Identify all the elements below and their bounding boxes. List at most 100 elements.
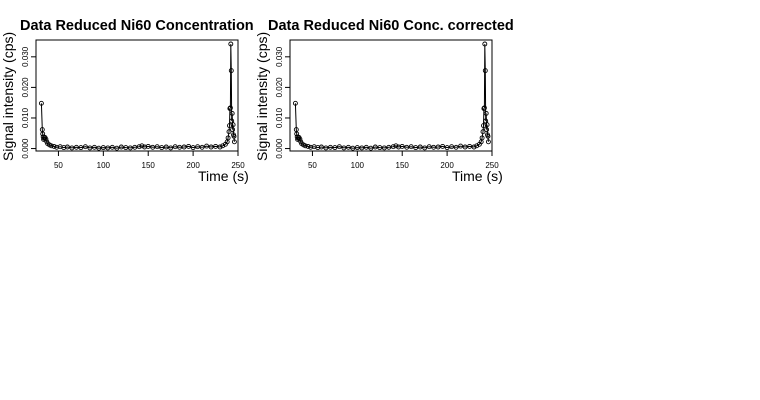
data-point xyxy=(363,144,369,150)
data-point xyxy=(354,145,360,151)
data-point xyxy=(440,143,446,149)
x-tick-labels: 50 100 150 200 250 xyxy=(308,161,499,170)
data-point xyxy=(230,127,236,133)
y-tick-labels: 0.000 0.010 0.020 0.030 xyxy=(21,46,30,158)
data-point xyxy=(123,145,129,151)
series-line xyxy=(294,43,489,149)
data-point xyxy=(87,145,93,151)
y-tick-label: 0.010 xyxy=(275,107,284,128)
x-tick-label: 50 xyxy=(54,161,63,170)
data-point xyxy=(229,110,235,116)
data-point xyxy=(217,144,223,150)
data-point xyxy=(345,144,351,150)
data-point xyxy=(408,144,414,150)
data-point xyxy=(431,144,437,150)
data-point xyxy=(484,122,490,128)
data-point xyxy=(393,143,399,149)
data-point xyxy=(226,129,232,135)
data-point xyxy=(228,41,234,47)
data-point xyxy=(484,127,490,133)
data-point xyxy=(327,144,333,150)
plot-frame xyxy=(289,39,493,152)
data-point xyxy=(341,145,347,151)
data-point xyxy=(485,133,491,139)
data-point xyxy=(38,100,44,106)
data-point xyxy=(150,144,156,150)
data-point xyxy=(172,144,178,150)
data-point xyxy=(390,144,396,150)
data-point xyxy=(481,105,487,111)
data-point xyxy=(231,139,237,145)
plot-marks xyxy=(38,41,237,151)
data-point xyxy=(485,139,491,145)
x-tick-label: 100 xyxy=(351,161,365,170)
data-point xyxy=(168,145,174,151)
data-point xyxy=(159,145,165,151)
data-point xyxy=(482,68,488,74)
data-point xyxy=(199,144,205,150)
data-point xyxy=(132,144,138,150)
data-point xyxy=(480,129,486,135)
data-point xyxy=(195,144,201,150)
y-tick-label: 0.000 xyxy=(21,138,30,159)
data-point xyxy=(471,144,477,150)
data-point xyxy=(105,145,111,151)
x-tick-label: 250 xyxy=(231,161,245,170)
y-tick-label: 0.030 xyxy=(21,46,30,67)
data-point xyxy=(305,143,311,149)
data-point xyxy=(127,145,133,151)
data-point xyxy=(482,41,488,47)
data-point xyxy=(462,144,468,150)
data-point xyxy=(190,145,196,151)
data-point xyxy=(350,145,356,151)
x-tick-label: 200 xyxy=(440,161,454,170)
data-point xyxy=(40,131,46,137)
data-point xyxy=(292,100,298,106)
x-tick-label: 200 xyxy=(186,161,200,170)
data-point xyxy=(177,144,183,150)
data-point xyxy=(359,145,365,151)
data-point xyxy=(422,145,428,151)
plot-frame xyxy=(35,39,239,152)
data-point xyxy=(413,145,419,151)
data-point xyxy=(368,145,374,151)
x-tick-labels: 50 100 150 200 250 xyxy=(54,161,245,170)
data-point xyxy=(78,145,84,151)
data-point xyxy=(399,143,405,149)
data-point xyxy=(449,144,455,150)
data-point xyxy=(163,144,169,150)
y-tick-label: 0.020 xyxy=(275,77,284,98)
data-point xyxy=(228,68,234,74)
data-point xyxy=(294,131,300,137)
data-point xyxy=(48,143,54,149)
data-point xyxy=(186,143,192,149)
data-point xyxy=(181,144,187,150)
data-point xyxy=(208,144,214,150)
x-tick-label: 50 xyxy=(308,161,317,170)
x-tick-label: 100 xyxy=(97,161,111,170)
data-point xyxy=(297,136,303,142)
data-point xyxy=(323,145,329,151)
y-tick-label: 0.010 xyxy=(21,107,30,128)
data-point xyxy=(213,143,219,149)
x-tick-label: 250 xyxy=(485,161,499,170)
data-point xyxy=(332,145,338,151)
data-point xyxy=(435,144,441,150)
chart-title: Data Reduced Ni60 Concentration xyxy=(20,18,254,34)
data-point xyxy=(96,145,102,151)
x-axis-label: Time (s) xyxy=(452,168,503,184)
data-point xyxy=(69,145,75,151)
data-point xyxy=(372,144,378,150)
y-tick-label: 0.030 xyxy=(275,46,284,67)
y-axis-label: Signal intensity (cps) xyxy=(254,32,270,161)
data-point xyxy=(154,144,160,150)
data-point xyxy=(109,144,115,150)
data-point xyxy=(230,122,236,128)
data-point xyxy=(404,144,410,150)
y-tick-label: 0.020 xyxy=(21,77,30,98)
data-point xyxy=(458,143,464,149)
data-point xyxy=(91,144,97,150)
data-point xyxy=(426,144,432,150)
data-point xyxy=(145,143,151,149)
data-point xyxy=(302,143,308,149)
